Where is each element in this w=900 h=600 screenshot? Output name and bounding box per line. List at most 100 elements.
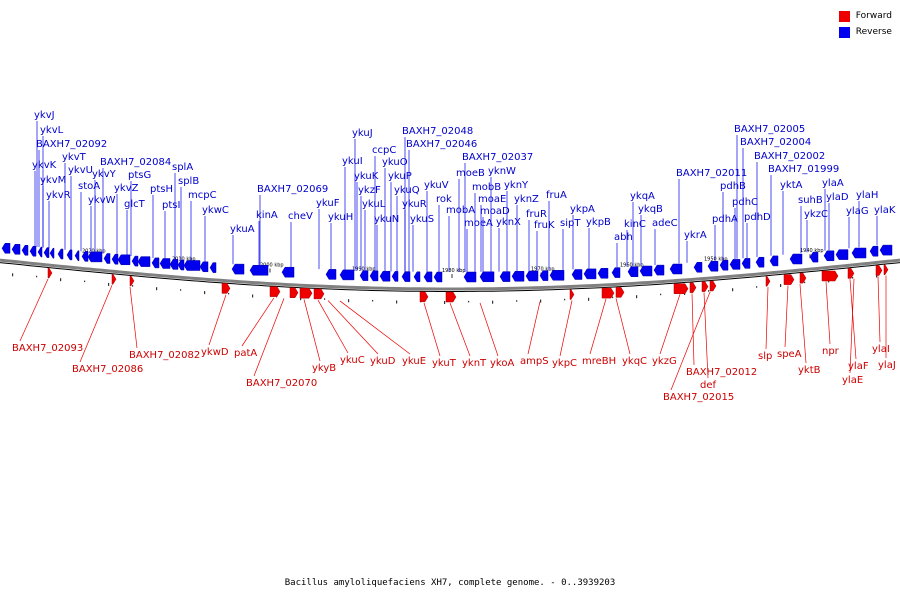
reverse-feature <box>707 260 719 272</box>
minor-tick <box>636 295 638 299</box>
reverse-feature <box>379 270 391 282</box>
reverse-feature <box>11 244 21 255</box>
reverse-feature <box>1 243 11 254</box>
reverse-feature <box>835 249 849 260</box>
forward-feature <box>129 275 135 287</box>
forward-gene-label: ykoA <box>490 358 514 369</box>
reverse-feature <box>433 271 443 283</box>
minor-tick <box>804 281 806 284</box>
reverse-gene-label: ykuI <box>342 156 363 167</box>
reverse-gene-label: ykvJ <box>34 110 55 121</box>
forward-feature <box>111 273 117 285</box>
reverse-feature <box>199 261 209 273</box>
minor-tick <box>756 286 758 288</box>
reverse-feature <box>281 266 295 278</box>
forward-feature <box>299 287 313 299</box>
reverse-gene-label: ykvY <box>92 169 117 180</box>
minor-tick <box>564 298 566 301</box>
minor-tick <box>60 278 62 282</box>
forward-feature <box>883 264 889 275</box>
forward-gene-labels: BAXH7_02093 BAXH7_02086 BAXH7_02082 ykwD pat… <box>12 275 896 403</box>
reverse-gene-label: mobA <box>446 205 475 216</box>
reverse-gene-label: ykuV <box>424 180 449 191</box>
forward-gene-label: mreBH <box>582 356 616 367</box>
reverse-feature <box>43 247 50 258</box>
forward-leader-line <box>825 281 831 345</box>
reverse-gene-label: ykpB <box>586 217 611 228</box>
reverse-gene-label: yktA <box>780 180 803 191</box>
legend: Forward Reverse <box>838 8 892 40</box>
reverse-feature <box>741 258 751 269</box>
reverse-gene-label: ykuL <box>362 199 386 210</box>
reverse-feature <box>111 253 119 265</box>
reverse-feature <box>463 271 477 283</box>
forward-leader-line <box>423 302 441 357</box>
forward-gene-label: slp <box>758 351 772 362</box>
forward-leader-line <box>129 286 138 349</box>
legend-forward-swatch <box>838 10 850 22</box>
forward-gene-label: yknT <box>462 358 487 369</box>
forward-gene-label: BAXH7_02015 <box>663 392 734 403</box>
forward-gene-label: BAXH7_02070 <box>246 378 317 389</box>
reverse-gene-label: ykqA <box>630 191 655 202</box>
reverse-gene-label: ykuF <box>316 198 340 209</box>
forward-feature <box>615 287 625 298</box>
forward-gene-label: ylaI <box>872 344 890 355</box>
forward-leader-line <box>691 293 695 366</box>
reverse-feature <box>611 267 621 278</box>
reverse-gene-label: ykvZ <box>114 183 139 194</box>
kbp-tick-label: 1960 kbp <box>620 263 644 269</box>
reverse-gene-label: ykrA <box>684 230 707 241</box>
reverse-feature <box>869 245 879 257</box>
reverse-gene-label: ccpC <box>372 145 396 156</box>
reverse-feature <box>809 251 819 263</box>
forward-feature <box>445 291 457 303</box>
reverse-gene-label: ykuR <box>402 199 427 210</box>
forward-feature <box>47 267 53 279</box>
reverse-feature <box>37 246 43 258</box>
reverse-gene-label: BAXH7_02084 <box>100 157 171 168</box>
forward-feature <box>689 282 697 293</box>
forward-leader-line <box>479 302 499 357</box>
reverse-feature <box>183 260 201 271</box>
forward-gene-label: def <box>700 380 717 391</box>
reverse-gene-label: ykvR <box>46 190 71 201</box>
reverse-gene-label: ykuH <box>328 212 353 223</box>
forward-feature <box>269 286 281 297</box>
forward-gene-label: yktB <box>798 365 821 376</box>
minor-tick <box>108 282 110 286</box>
reverse-feature <box>29 245 37 257</box>
reverse-gene-label: BAXH7_01999 <box>768 164 839 175</box>
reverse-gene-label: abh <box>614 232 633 243</box>
reverse-gene-label: yknY <box>504 180 529 191</box>
reverse-gene-label: sipT <box>560 218 581 229</box>
reverse-gene-label: fruA <box>546 190 567 201</box>
reverse-feature <box>789 253 803 265</box>
reverse-feature <box>74 250 80 261</box>
reverse-gene-label: fruR <box>526 209 547 220</box>
forward-feature <box>875 265 883 276</box>
forward-gene-label: ykuT <box>432 358 457 369</box>
reverse-gene-label: ykuJ <box>352 128 373 139</box>
forward-leader-line <box>659 294 681 355</box>
reverse-gene-label: ykvL <box>40 125 64 136</box>
reverse-feature <box>597 268 609 279</box>
forward-leader-line <box>703 292 709 379</box>
reverse-feature <box>769 255 779 267</box>
legend-reverse-label: Reverse <box>855 27 892 37</box>
reverse-feature <box>755 256 765 268</box>
forward-gene-label: ylaE <box>842 375 863 386</box>
reverse-feature <box>209 262 217 273</box>
legend-forward: Forward <box>838 8 892 24</box>
reverse-feature <box>49 247 55 259</box>
forward-feature <box>783 274 795 285</box>
forward-gene-label: ykpC <box>552 358 577 369</box>
kbp-tick-label: 2020 kbp <box>82 248 106 254</box>
reverse-gene-label: ykvW <box>88 195 116 206</box>
reverse-feature <box>159 258 171 269</box>
reverse-feature <box>639 265 653 277</box>
forward-gene-label: ykwD <box>201 347 229 358</box>
reverse-feature <box>669 263 683 275</box>
